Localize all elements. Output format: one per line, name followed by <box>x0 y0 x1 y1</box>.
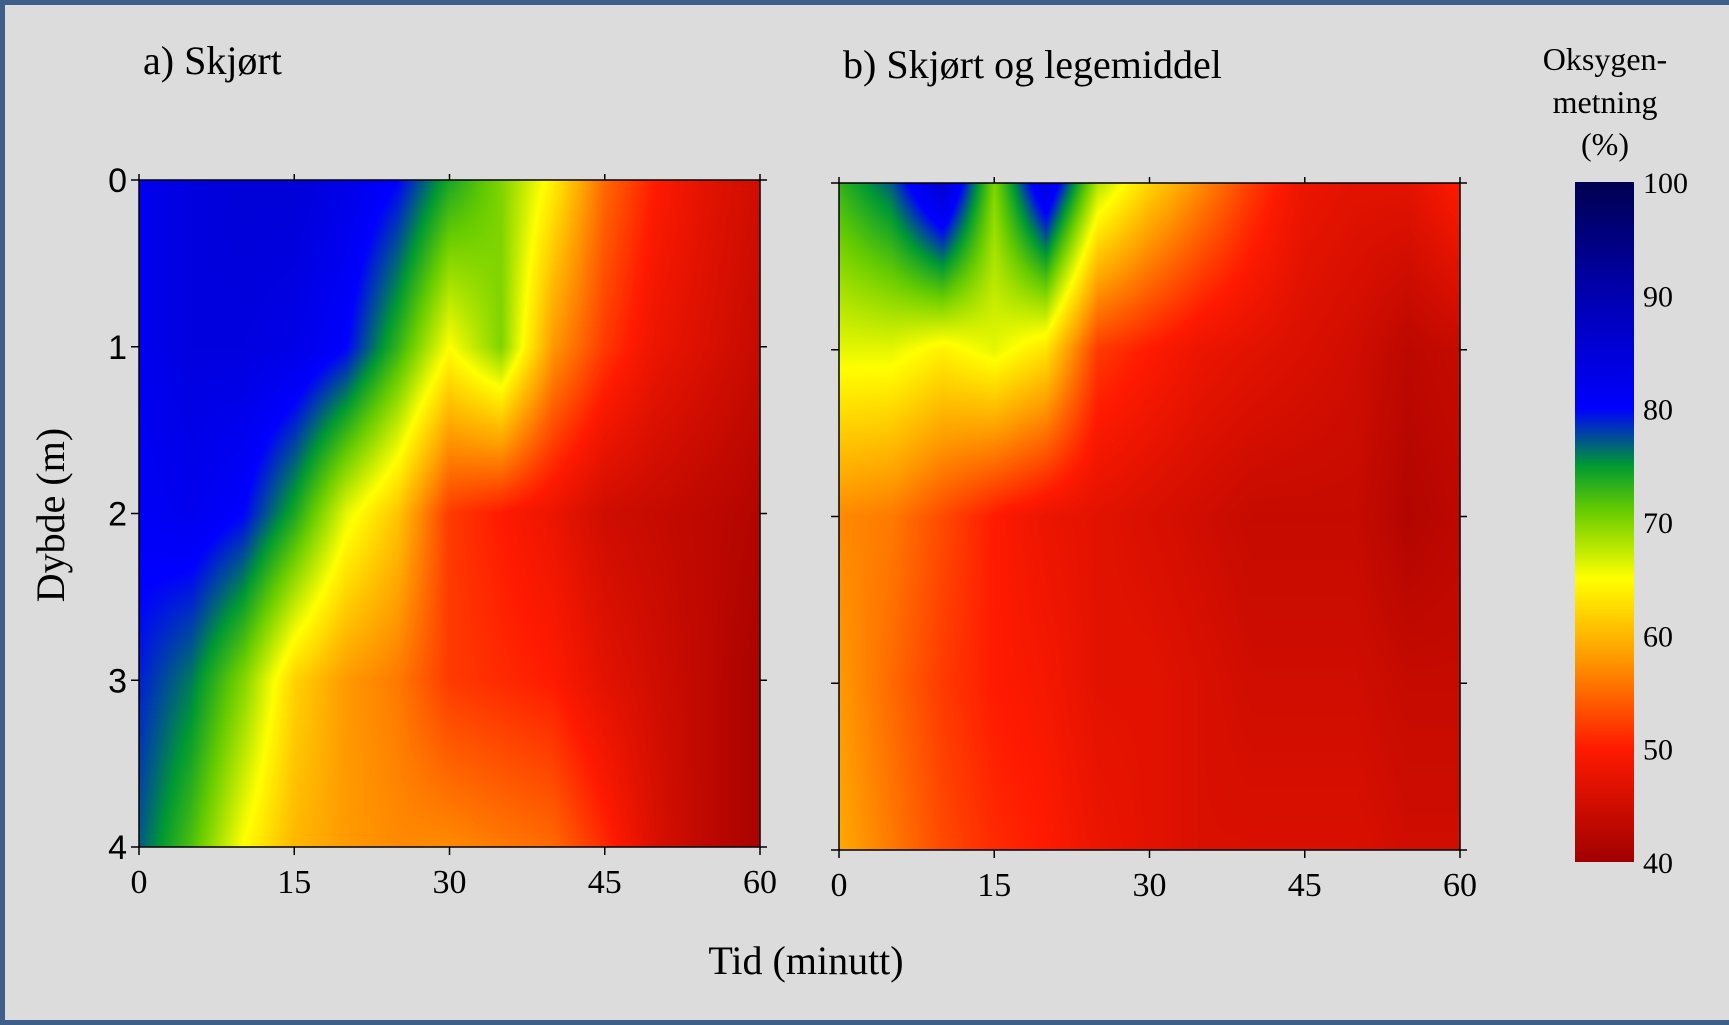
panel-a-y-tick-label: 1 <box>108 329 127 367</box>
y-axis-label: Dybde (m) <box>28 428 73 602</box>
colorbar <box>1575 182 1634 862</box>
panel-a-x-tick-label: 30 <box>433 864 467 901</box>
colorbar-tick-label: 70 <box>1643 507 1673 540</box>
panel-b-x-tick-label: 45 <box>1288 867 1322 904</box>
colorbar-tick-label: 50 <box>1643 734 1673 767</box>
panel-a-heatmap <box>139 180 760 847</box>
panel-a-y-tick-label: 2 <box>108 496 127 534</box>
colorbar-tick-label: 40 <box>1643 847 1673 880</box>
panel-a-y-tick-label: 3 <box>108 662 127 700</box>
panel-b-axes: 0 15 30 45 60 <box>831 177 1477 904</box>
panel-a-x-tick-label: 45 <box>588 864 622 901</box>
panel-a-x-tick-label: 15 <box>277 864 311 901</box>
panel-b-x-tick-label: 30 <box>1133 867 1167 904</box>
x-axis-label: Tid (minutt) <box>708 938 903 983</box>
panel-b-title: b) Skjørt og legemiddel <box>843 42 1222 87</box>
panel-b-x-tick-label: 15 <box>977 867 1011 904</box>
colorbar-tick-label: 60 <box>1643 620 1673 653</box>
panel-b-x-tick-label: 60 <box>1443 867 1477 904</box>
panel-a-x-tick-label: 60 <box>743 864 777 901</box>
panel-b-heatmap-holder <box>839 183 1460 850</box>
colorbar-title-line-2: metning <box>1553 84 1658 120</box>
colorbar-title-line-1: Oksygen- <box>1543 41 1667 77</box>
colorbar-title-line-3: (%) <box>1581 126 1629 162</box>
panel-b-x-tick-label: 0 <box>831 867 848 904</box>
colorbar-tick-label: 80 <box>1643 394 1673 427</box>
panel-a-axes: 0 15 30 45 60 0 1 2 3 4 <box>108 162 777 901</box>
colorbar-tick-label: 100 <box>1643 167 1688 200</box>
panel-a-x-tick-label: 0 <box>131 864 148 901</box>
panel-a-y-tick-label: 4 <box>108 829 127 867</box>
colorbar-ticks: 100 90 80 70 60 50 40 <box>1643 167 1688 880</box>
panel-a-title: a) Skjørt <box>143 38 282 83</box>
colorbar-tick-label: 90 <box>1643 280 1673 313</box>
panel-b-heatmap <box>839 183 1460 850</box>
panel-a-heatmap-holder <box>139 180 760 847</box>
panel-a-y-tick-label: 0 <box>108 162 127 200</box>
